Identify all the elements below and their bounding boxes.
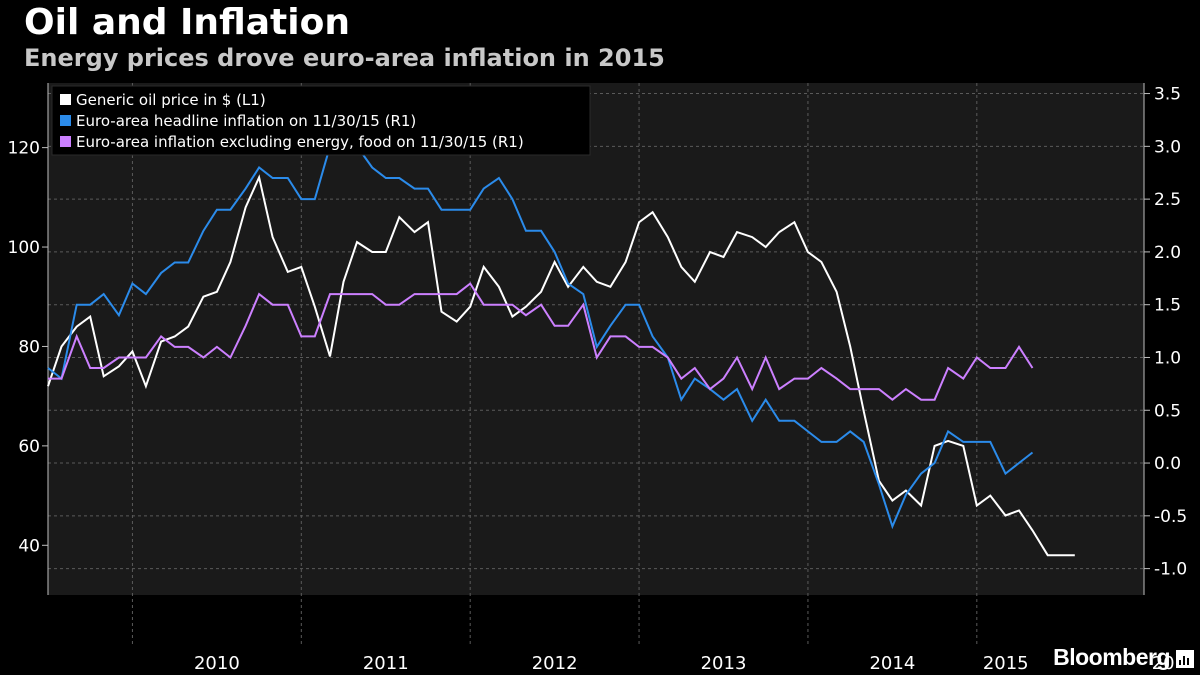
legend-swatch bbox=[60, 94, 71, 105]
left-tick-label: 40 bbox=[18, 536, 40, 556]
legend-label: Euro-area inflation excluding energy, fo… bbox=[76, 133, 524, 151]
series-lines bbox=[47, 145, 1075, 557]
right-tick-label: -1.0 bbox=[1154, 560, 1187, 580]
right-tick-label: 0.5 bbox=[1154, 401, 1181, 421]
x-tick-label: 2015 bbox=[983, 653, 1029, 674]
x-tick-label: 20 bbox=[1152, 653, 1175, 674]
chart-subtitle: Energy prices drove euro-area inflation … bbox=[24, 44, 665, 72]
right-tick-label: 2.0 bbox=[1154, 243, 1181, 263]
right-tick-label: -0.5 bbox=[1154, 507, 1187, 527]
left-tick-label: 100 bbox=[8, 238, 40, 258]
right-tick-label: 1.5 bbox=[1154, 296, 1181, 316]
legend-swatch bbox=[60, 136, 71, 147]
series-line bbox=[48, 282, 1034, 401]
chart-title: Oil and Inflation bbox=[24, 2, 350, 43]
series-line bbox=[47, 145, 1034, 530]
legend-label: Euro-area headline inflation on 11/30/15… bbox=[76, 112, 416, 130]
right-tick-label: 0.0 bbox=[1154, 454, 1181, 474]
x-tick-label: 2014 bbox=[869, 653, 915, 674]
x-tick-label: 2011 bbox=[363, 653, 409, 674]
legend: Generic oil price in $ (L1) Euro-area hea… bbox=[51, 85, 591, 156]
bloomberg-logo: Bloomberg bbox=[1053, 644, 1170, 670]
legend-box bbox=[51, 85, 591, 156]
left-tick-label: 60 bbox=[18, 437, 40, 457]
right-tick-label: 3.5 bbox=[1154, 85, 1181, 105]
right-tick-label: 3.0 bbox=[1154, 137, 1181, 157]
x-tick-label: 2010 bbox=[194, 653, 240, 674]
left-tick-label: 80 bbox=[18, 337, 40, 357]
x-tick-label: 2012 bbox=[532, 653, 578, 674]
x-tick-label: 2013 bbox=[701, 653, 747, 674]
left-tick-label: 120 bbox=[8, 139, 40, 159]
bloomberg-chart-icon bbox=[1176, 650, 1194, 668]
right-tick-label: 1.0 bbox=[1154, 348, 1181, 368]
legend-swatch bbox=[60, 115, 71, 126]
legend-label: Generic oil price in $ (L1) bbox=[76, 91, 266, 109]
plot-area bbox=[48, 83, 1144, 595]
axes: 2010 2011 2012 2013 2014 2015 20 40 60 80 100 120 -1… bbox=[8, 83, 1187, 674]
right-tick-label: 2.5 bbox=[1154, 190, 1181, 210]
series-line bbox=[47, 174, 1075, 557]
